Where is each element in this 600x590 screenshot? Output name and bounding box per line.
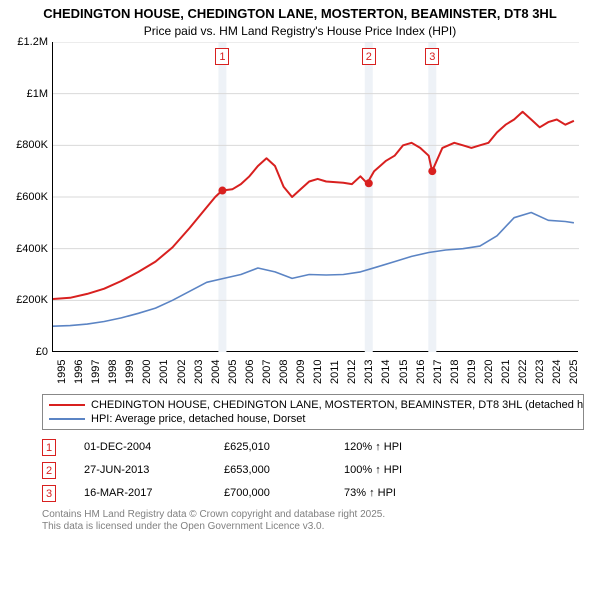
x-tick-label: 2000 bbox=[141, 360, 153, 384]
transaction-percent: 100% ↑ HPI bbox=[344, 464, 402, 476]
transaction-row: 1 01-DEC-2004£625,010120% ↑ HPI bbox=[42, 436, 584, 459]
x-tick-label: 1999 bbox=[124, 360, 136, 384]
x-tick-label: 2003 bbox=[193, 360, 205, 384]
chart-title-line1: CHEDINGTON HOUSE, CHEDINGTON LANE, MOSTE… bbox=[8, 6, 592, 24]
x-axis-labels: 1995 1996 1997 1998 1999 2000 2001 2002 2003 2004… bbox=[52, 352, 592, 390]
transaction-number: 2 bbox=[42, 462, 56, 479]
x-tick-label: 2020 bbox=[483, 360, 495, 384]
transaction-price: £625,010 bbox=[224, 441, 344, 453]
footer-line1: Contains HM Land Registry data © Crown c… bbox=[42, 509, 584, 522]
y-tick-label: £0 bbox=[8, 346, 48, 358]
series-price_paid bbox=[53, 112, 574, 299]
transaction-price: £653,000 bbox=[224, 464, 344, 476]
x-tick-label: 1996 bbox=[73, 360, 85, 384]
x-tick-label: 2007 bbox=[261, 360, 273, 384]
x-tick-label: 2025 bbox=[568, 360, 580, 384]
y-tick-label: £800K bbox=[8, 139, 48, 151]
page: CHEDINGTON HOUSE, CHEDINGTON LANE, MOSTE… bbox=[0, 0, 600, 590]
chart-title-line2: Price paid vs. HM Land Registry's House … bbox=[8, 24, 592, 42]
legend-label: HPI: Average price, detached house, Dors… bbox=[91, 413, 305, 425]
x-tick-label: 2006 bbox=[244, 360, 256, 384]
transaction-number: 3 bbox=[42, 485, 56, 502]
marker-dot bbox=[365, 179, 373, 187]
x-tick-label: 2015 bbox=[398, 360, 410, 384]
x-tick-label: 2012 bbox=[346, 360, 358, 384]
transaction-date: 01-DEC-2004 bbox=[84, 441, 224, 453]
x-tick-label: 1998 bbox=[107, 360, 119, 384]
transaction-date: 16-MAR-2017 bbox=[84, 487, 224, 499]
y-tick-label: £200K bbox=[8, 294, 48, 306]
marker-dot bbox=[218, 187, 226, 195]
x-tick-label: 2008 bbox=[278, 360, 290, 384]
y-tick-label: £1.2M bbox=[8, 36, 48, 48]
footer-line2: This data is licensed under the Open Gov… bbox=[42, 521, 584, 534]
x-tick-label: 2014 bbox=[380, 360, 392, 384]
x-tick-label: 2011 bbox=[329, 360, 341, 384]
x-tick-label: 2019 bbox=[466, 360, 478, 384]
legend-swatch bbox=[49, 404, 85, 406]
transactions-table: 1 01-DEC-2004£625,010120% ↑ HPI 2 27-JUN-20… bbox=[42, 436, 584, 505]
transaction-percent: 73% ↑ HPI bbox=[344, 487, 396, 499]
x-tick-label: 2016 bbox=[415, 360, 427, 384]
x-tick-label: 1995 bbox=[56, 360, 68, 384]
x-tick-label: 2010 bbox=[312, 360, 324, 384]
legend: CHEDINGTON HOUSE, CHEDINGTON LANE, MOSTE… bbox=[42, 394, 584, 430]
legend-swatch bbox=[49, 418, 85, 420]
x-tick-label: 2018 bbox=[449, 360, 461, 384]
x-tick-label: 2022 bbox=[517, 360, 529, 384]
x-tick-label: 2023 bbox=[534, 360, 546, 384]
x-tick-label: 2021 bbox=[500, 360, 512, 384]
legend-item: CHEDINGTON HOUSE, CHEDINGTON LANE, MOSTE… bbox=[49, 398, 577, 412]
x-tick-label: 2024 bbox=[551, 360, 563, 384]
footer: Contains HM Land Registry data © Crown c… bbox=[42, 509, 584, 534]
marker-dot bbox=[428, 167, 436, 175]
x-tick-label: 2005 bbox=[227, 360, 239, 384]
transaction-row: 3 16-MAR-2017£700,00073% ↑ HPI bbox=[42, 482, 584, 505]
legend-label: CHEDINGTON HOUSE, CHEDINGTON LANE, MOSTE… bbox=[91, 399, 584, 411]
marker-label: 3 bbox=[425, 48, 439, 65]
x-tick-label: 2004 bbox=[210, 360, 222, 384]
chart-svg bbox=[53, 42, 579, 352]
x-tick-label: 2009 bbox=[295, 360, 307, 384]
marker-label: 1 bbox=[215, 48, 229, 65]
x-tick-label: 2017 bbox=[432, 360, 444, 384]
plot-area: 1 2 3 bbox=[52, 42, 578, 352]
transaction-percent: 120% ↑ HPI bbox=[344, 441, 402, 453]
y-tick-label: £400K bbox=[8, 243, 48, 255]
x-tick-label: 2013 bbox=[363, 360, 375, 384]
x-tick-label: 1997 bbox=[90, 360, 102, 384]
legend-item: HPI: Average price, detached house, Dors… bbox=[49, 412, 577, 426]
x-tick-label: 2001 bbox=[158, 360, 170, 384]
chart-area: £0£200K£400K£600K£800K£1M£1.2M 1 2 3 bbox=[18, 42, 578, 352]
x-tick-label: 2002 bbox=[176, 360, 188, 384]
transaction-row: 2 27-JUN-2013£653,000100% ↑ HPI bbox=[42, 459, 584, 482]
y-tick-label: £1M bbox=[8, 88, 48, 100]
transaction-number: 1 bbox=[42, 439, 56, 456]
marker-label: 2 bbox=[362, 48, 376, 65]
transaction-price: £700,000 bbox=[224, 487, 344, 499]
y-axis-labels: £0£200K£400K£600K£800K£1M£1.2M bbox=[18, 42, 50, 352]
series-hpi bbox=[53, 212, 574, 326]
transaction-date: 27-JUN-2013 bbox=[84, 464, 224, 476]
y-tick-label: £600K bbox=[8, 191, 48, 203]
